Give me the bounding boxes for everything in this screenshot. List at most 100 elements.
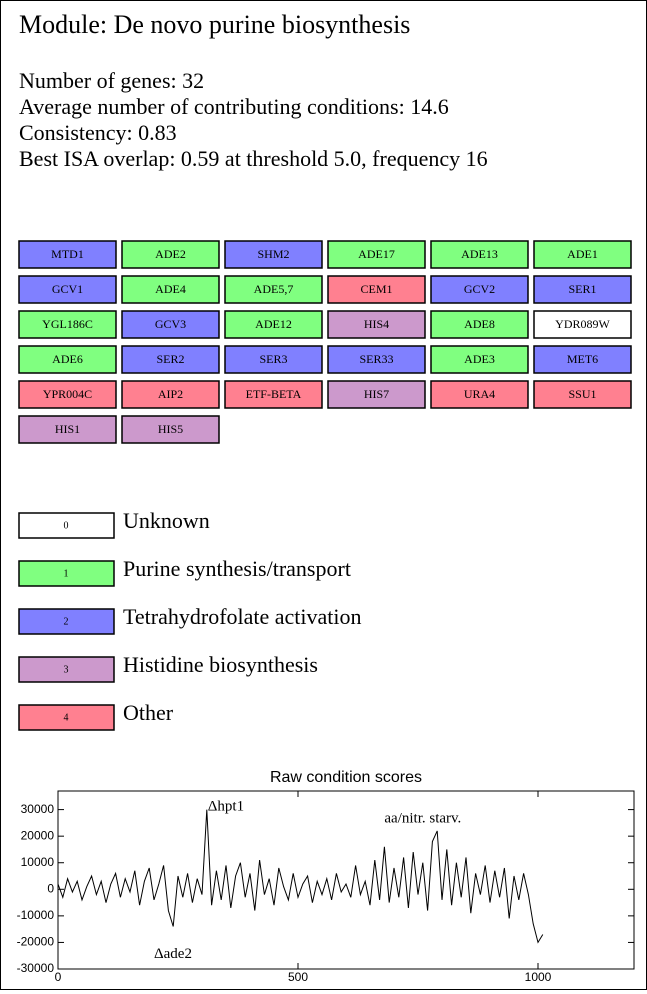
legend-code: 2 bbox=[64, 616, 69, 627]
gene-label: YGL186C bbox=[42, 317, 93, 331]
gene-label: SER1 bbox=[568, 282, 596, 296]
gene-label: HIS7 bbox=[364, 387, 389, 401]
gene-label: ADE5,7 bbox=[254, 282, 294, 296]
annotation: Δade2 bbox=[154, 946, 192, 962]
gene-label: SER33 bbox=[359, 352, 393, 366]
legend-label: Tetrahydrofolate activation bbox=[123, 604, 362, 629]
gene-box bbox=[18, 380, 117, 409]
x-tick-label: 1000 bbox=[525, 970, 552, 984]
gene-label: GCV2 bbox=[464, 282, 495, 296]
y-tick-label: 0 bbox=[47, 881, 54, 895]
stat-line: Best ISA overlap: 0.59 at threshold 5.0,… bbox=[19, 146, 488, 171]
gene-box bbox=[18, 310, 117, 339]
gene-label: CEM1 bbox=[360, 282, 392, 296]
title: Module: De novo purine biosynthesis bbox=[19, 10, 410, 39]
stat-line: Consistency: 0.83 bbox=[19, 120, 177, 145]
gene-box bbox=[18, 240, 117, 269]
y-tick-label: -30000 bbox=[17, 961, 55, 975]
gene-box bbox=[224, 240, 323, 269]
stat-line: Number of genes: 32 bbox=[19, 68, 204, 93]
legend-label: Unknown bbox=[123, 508, 210, 533]
gene-box bbox=[430, 380, 529, 409]
plot-frame bbox=[57, 790, 635, 970]
gene-box bbox=[430, 310, 529, 339]
legend-label: Histidine biosynthesis bbox=[123, 652, 318, 677]
gene-box bbox=[430, 240, 529, 269]
legend-label: Purine synthesis/transport bbox=[123, 556, 351, 581]
gene-box bbox=[224, 310, 323, 339]
gene-box bbox=[121, 415, 220, 444]
gene-label: GCV3 bbox=[155, 317, 186, 331]
gene-box bbox=[327, 345, 426, 374]
legend-swatch bbox=[18, 512, 115, 539]
gene-label: GCV1 bbox=[52, 282, 83, 296]
legend-swatch bbox=[18, 704, 115, 731]
legend-code: 4 bbox=[64, 712, 69, 723]
gene-label: ADE2 bbox=[155, 247, 186, 261]
gene-label: AIP2 bbox=[158, 387, 183, 401]
gene-box bbox=[121, 345, 220, 374]
gene-box bbox=[121, 380, 220, 409]
legend-label: Other bbox=[123, 700, 174, 725]
gene-box bbox=[121, 275, 220, 304]
gene-label: ADE3 bbox=[464, 352, 495, 366]
gene-box bbox=[224, 345, 323, 374]
gene-label: HIS1 bbox=[55, 422, 80, 436]
gene-box bbox=[533, 345, 632, 374]
gene-label: ADE4 bbox=[155, 282, 186, 296]
stat-line: Average number of contributing condition… bbox=[19, 94, 449, 119]
gene-label: YDR089W bbox=[555, 317, 610, 331]
annotation: Δhpt1 bbox=[208, 798, 244, 814]
gene-box bbox=[430, 345, 529, 374]
gene-box bbox=[18, 415, 117, 444]
chart-title: Raw condition scores bbox=[270, 769, 422, 786]
legend-code: 3 bbox=[64, 664, 69, 675]
gene-label: ETF-BETA bbox=[246, 387, 302, 401]
y-tick-label: -10000 bbox=[17, 908, 55, 922]
gene-box bbox=[18, 275, 117, 304]
gene-box bbox=[533, 310, 632, 339]
annotation: aa/nitr. starv. bbox=[384, 810, 461, 826]
legend-swatch bbox=[18, 608, 115, 635]
gene-label: ADE1 bbox=[567, 247, 598, 261]
gene-box bbox=[327, 275, 426, 304]
gene-label: HIS4 bbox=[364, 317, 389, 331]
gene-label: SSU1 bbox=[568, 387, 596, 401]
gene-label: ADE12 bbox=[255, 317, 292, 331]
x-tick-label: 500 bbox=[288, 970, 308, 984]
gene-label: MET6 bbox=[567, 352, 598, 366]
gene-box bbox=[533, 275, 632, 304]
gene-label: SER2 bbox=[156, 352, 184, 366]
gene-box bbox=[533, 240, 632, 269]
score-line bbox=[57, 809, 544, 944]
y-tick-label: 10000 bbox=[21, 855, 55, 869]
y-tick-label: 30000 bbox=[21, 802, 55, 816]
legend-swatch bbox=[18, 656, 115, 683]
gene-label: MTD1 bbox=[51, 247, 84, 261]
gene-label: ADE13 bbox=[461, 247, 498, 261]
gene-box bbox=[121, 310, 220, 339]
x-tick-label: 0 bbox=[55, 970, 62, 984]
gene-box bbox=[327, 380, 426, 409]
gene-label: ADE8 bbox=[464, 317, 495, 331]
y-tick-label: -20000 bbox=[17, 935, 55, 949]
gene-label: ADE17 bbox=[358, 247, 395, 261]
gene-label: URA4 bbox=[464, 387, 495, 401]
gene-box bbox=[224, 380, 323, 409]
gene-label: SHM2 bbox=[257, 247, 289, 261]
legend-swatch bbox=[18, 560, 115, 587]
gene-label: HIS5 bbox=[158, 422, 183, 436]
gene-box bbox=[327, 240, 426, 269]
gene-box bbox=[18, 345, 117, 374]
gene-box bbox=[430, 275, 529, 304]
legend-code: 0 bbox=[64, 520, 69, 531]
gene-box bbox=[121, 240, 220, 269]
gene-box bbox=[533, 380, 632, 409]
gene-box bbox=[224, 275, 323, 304]
gene-label: ADE6 bbox=[52, 352, 83, 366]
legend-code: 1 bbox=[64, 568, 69, 579]
gene-label: YPR004C bbox=[43, 387, 92, 401]
gene-box bbox=[327, 310, 426, 339]
